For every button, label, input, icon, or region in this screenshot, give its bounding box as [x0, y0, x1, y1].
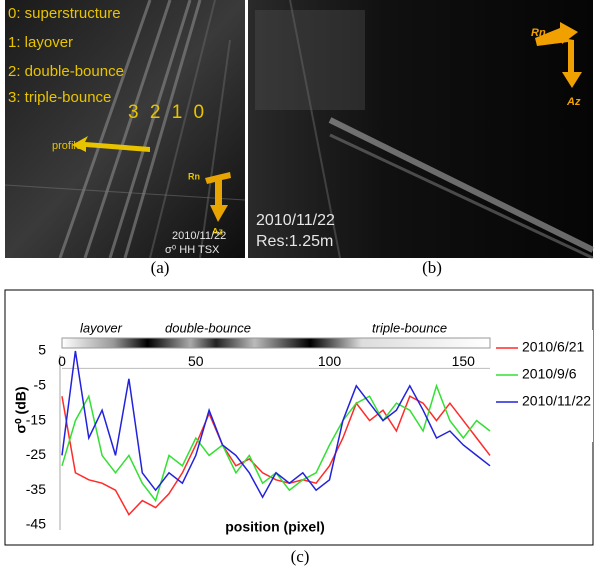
azimuth-label: Az	[566, 96, 581, 108]
legend-line: 1: layover	[8, 34, 73, 51]
legend-label: 2010/11/22	[522, 393, 591, 409]
caption: (a)	[151, 258, 170, 277]
caption: (b)	[422, 258, 442, 277]
x-tick-label: 100	[318, 353, 342, 369]
resolution: Res:1.25m	[256, 233, 333, 250]
figure: 0: superstructure 1: layover 2: double-b…	[0, 0, 598, 570]
zone-label: triple-bounce	[372, 320, 447, 335]
y-tick-label: -5	[34, 377, 47, 393]
range-label: Rn	[531, 27, 546, 39]
y-tick-label: -15	[26, 411, 46, 427]
product: σ⁰ HH TSX	[165, 244, 220, 256]
y-tick-label: -35	[26, 481, 46, 497]
y-tick-label: -25	[26, 446, 46, 462]
x-tick-label: 50	[188, 353, 204, 369]
y-tick-label: -45	[26, 516, 46, 532]
date: 2010/11/22	[172, 230, 226, 242]
date: 2010/11/22	[256, 212, 335, 229]
x-tick-label: 150	[452, 353, 476, 369]
legend-line: 0: superstructure	[8, 5, 121, 22]
range-label: Rn	[188, 171, 200, 181]
legend-label: 2010/6/21	[522, 339, 584, 355]
zone-label: double-bounce	[165, 320, 251, 335]
x-tick-label: 0	[58, 353, 66, 369]
x-axis-label: position (pixel)	[225, 519, 325, 535]
legend-line: 3: triple-bounce	[8, 89, 111, 106]
y-tick-label: 5	[38, 342, 46, 358]
legend-line: 2: double-bounce	[8, 63, 124, 80]
legend-label: 2010/9/6	[522, 366, 577, 382]
zone-strip	[62, 338, 490, 348]
profile-label: profile	[52, 140, 82, 152]
zone-label: layover	[80, 320, 123, 335]
feature-labels: 3 2 1 0	[128, 102, 204, 123]
caption: (c)	[291, 547, 310, 566]
